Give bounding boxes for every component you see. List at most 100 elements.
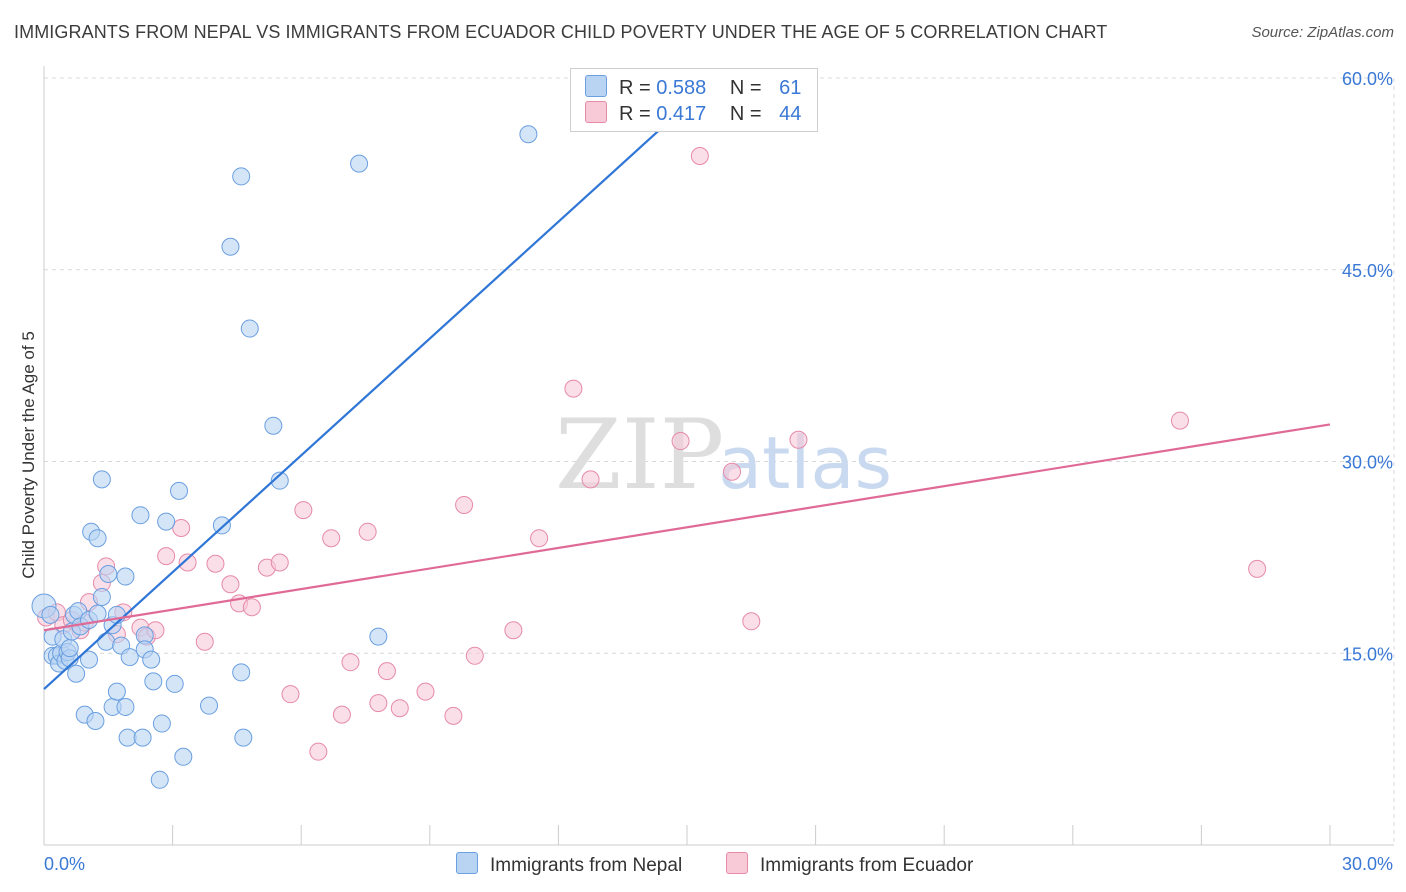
watermark-zip: ZIP (555, 399, 724, 511)
ecuador-point (294, 501, 313, 520)
nepal-point (221, 237, 240, 256)
nepal-trend-line (43, 100, 693, 690)
nepal-point (41, 605, 60, 624)
nepal-point (107, 605, 126, 624)
nepal-point (264, 416, 283, 435)
axes (43, 66, 1394, 846)
nepal-point (60, 639, 79, 658)
nepal-point (157, 512, 176, 531)
nepal-point (232, 167, 251, 186)
nepal-point (92, 470, 111, 489)
nepal-point (200, 696, 219, 715)
nepal-point (144, 672, 163, 691)
nepal-point (88, 529, 107, 548)
ecuador-trend-line (43, 423, 1331, 632)
nepal-legend-swatch (456, 852, 478, 874)
ecuador-point (157, 547, 176, 566)
y-axis-label: Child Poverty Under the Age of 5 (19, 331, 38, 579)
ecuador-point (789, 430, 808, 449)
legend-r-label: R = (619, 103, 651, 125)
nepal-point (270, 471, 289, 490)
y-tick-label: 45.0% (1342, 261, 1393, 281)
ecuador-point (390, 699, 409, 718)
nepal-point (369, 627, 388, 646)
ecuador-point (178, 553, 197, 572)
nepal-point (170, 481, 189, 500)
legend-r-value: 0.417 (656, 103, 707, 125)
ecuador-point (581, 470, 600, 489)
nepal-point (174, 747, 193, 766)
stats-legend: R = 0.588 N = 61 R = 0.417 N = 44 (570, 68, 818, 132)
legend-label-ecuador: Immigrants from Ecuador (760, 855, 974, 876)
chart-title: IMMIGRANTS FROM NEPAL VS IMMIGRANTS FROM… (14, 22, 1108, 42)
nepal-point (99, 564, 118, 583)
ecuador-point (221, 575, 240, 594)
ecuador-point (671, 432, 690, 451)
y-tick-label: 60.0% (1342, 69, 1393, 89)
ecuador-point (195, 632, 214, 651)
legend-n-label: N = (729, 77, 762, 99)
legend-n-value: 61 (779, 77, 802, 99)
nepal-point (234, 728, 253, 747)
ecuador-point (1248, 559, 1267, 578)
ecuador-point (172, 518, 191, 537)
trend-lines (43, 100, 1331, 690)
nepal-point (232, 663, 251, 682)
ecuador-point (332, 705, 351, 724)
nepal-point (86, 712, 105, 731)
nepal-point (150, 770, 169, 789)
y-tick-label: 30.0% (1342, 453, 1393, 473)
ecuador-point (309, 742, 328, 761)
nepal-point (116, 697, 135, 716)
nepal-point (142, 650, 161, 669)
ecuador-point (416, 682, 435, 701)
ecuador-point (444, 706, 463, 725)
nepal-point (519, 125, 538, 144)
legend-label-nepal: Immigrants from Nepal (490, 855, 683, 876)
nepal-point (165, 674, 184, 693)
ecuador-point (341, 653, 360, 672)
ecuador-point (377, 662, 396, 681)
ecuador-point (690, 146, 709, 165)
nepal-point (92, 588, 111, 607)
nepal-point (133, 728, 152, 747)
ecuador-point (270, 553, 289, 572)
ecuador-point (1170, 411, 1189, 430)
nepal-point (131, 506, 150, 525)
legend-n-value: 44 (779, 103, 802, 125)
ecuador-point (742, 612, 761, 631)
legend-row-nepal: R = 0.588 N = 61 (585, 75, 801, 99)
source-credit: Source: ZipAtlas.com (1251, 24, 1394, 41)
ecuador-swatch (585, 101, 607, 123)
x-tick-label: 0.0% (44, 854, 85, 874)
nepal-point (350, 154, 369, 173)
nepal-point (67, 664, 86, 683)
nepal-point (120, 648, 139, 667)
series-legend: Immigrants from Nepal Immigrants from Ec… (0, 852, 1406, 878)
zipatlas-watermark: ZIP atlas (555, 399, 892, 511)
nepal-point (116, 567, 135, 586)
nepal-point (212, 516, 231, 535)
y-tick-label: 15.0% (1342, 644, 1393, 664)
legend-n-label: N = (729, 103, 762, 125)
ecuador-point (465, 646, 484, 665)
nepal-point (97, 632, 116, 651)
legend-item-nepal: Immigrants from Nepal (456, 852, 682, 877)
nepal-point (152, 714, 171, 733)
legend-r-label: R = (619, 77, 651, 99)
ecuador-point (281, 685, 300, 704)
legend-item-ecuador: Immigrants from Ecuador (726, 852, 973, 877)
ecuador-point (504, 621, 523, 640)
ecuador-point (322, 529, 341, 548)
ecuador-point (358, 522, 377, 541)
nepal-point (88, 604, 107, 623)
nepal-point (107, 682, 126, 701)
x-tick-label: 30.0% (1342, 854, 1393, 874)
nepal-point (80, 650, 99, 669)
ecuador-point (723, 462, 742, 481)
ecuador-point (455, 495, 474, 514)
tick-labels: 15.0% 30.0% 45.0% 60.0% 0.0% 30.0% (44, 69, 1393, 874)
ecuador-point (369, 694, 388, 713)
nepal-point (240, 319, 259, 338)
